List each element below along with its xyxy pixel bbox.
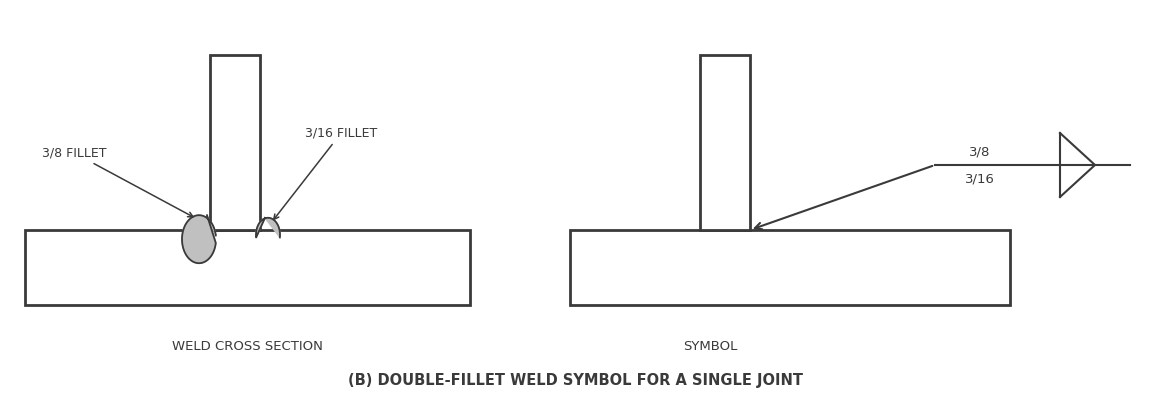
Text: 3/16 FILLET: 3/16 FILLET [274,126,377,220]
Text: 3/8: 3/8 [969,145,990,158]
Polygon shape [256,218,279,237]
Text: 3/8 FILLET: 3/8 FILLET [43,147,193,217]
Bar [25,230,470,305]
Text: (B) DOUBLE-FILLET WELD SYMBOL FOR A SINGLE JOINT: (B) DOUBLE-FILLET WELD SYMBOL FOR A SING… [347,374,803,389]
Polygon shape [182,215,216,263]
Bar [700,55,750,230]
Bar [210,55,260,230]
Bar [570,230,1010,305]
Text: 3/16: 3/16 [965,172,995,185]
Text: SYMBOL: SYMBOL [683,340,737,354]
Text: WELD CROSS SECTION: WELD CROSS SECTION [172,340,323,354]
